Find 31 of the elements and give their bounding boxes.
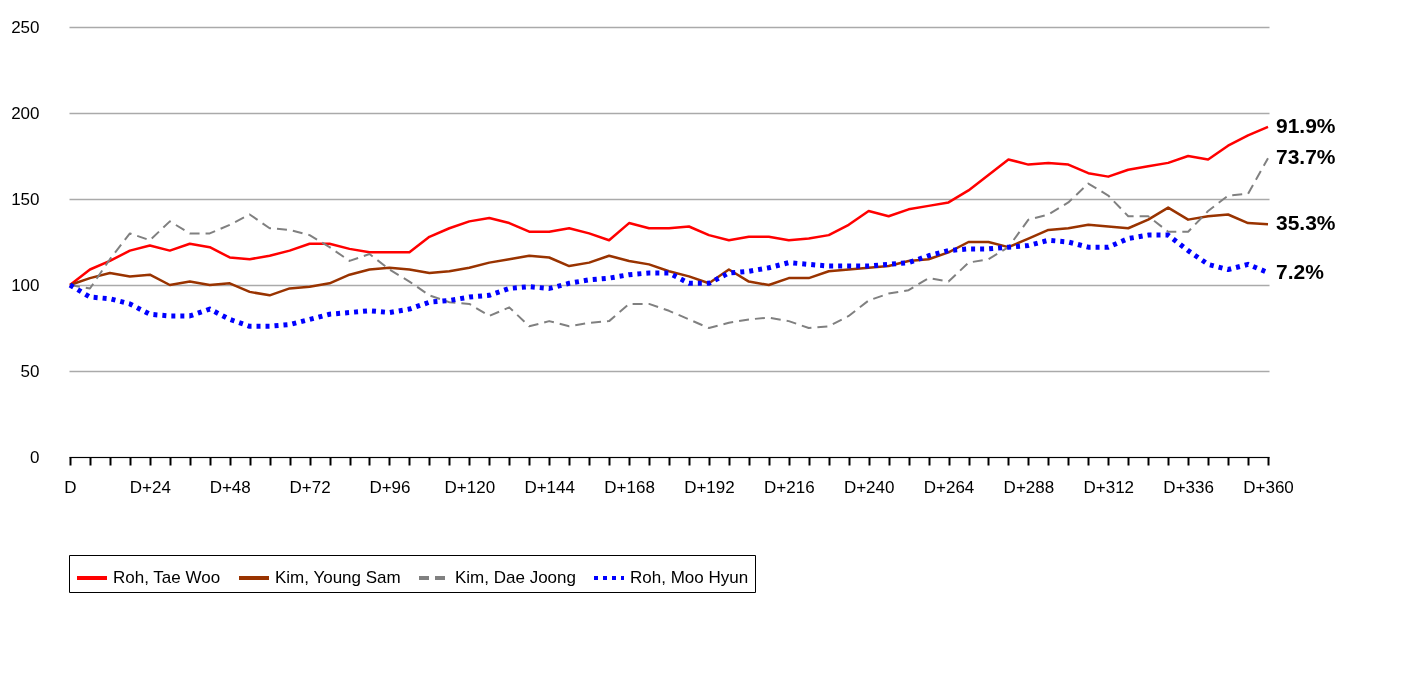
x-tick-label: D+216	[764, 477, 815, 497]
x-tick-label: D+48	[209, 477, 251, 497]
x-tick-label: D+24	[129, 477, 171, 497]
legend-label: Roh, Moo Hyun	[630, 568, 749, 587]
x-tick-label: D+144	[524, 477, 575, 497]
legend-label: Kim, Dae Joong	[455, 568, 576, 587]
x-tick-label: D+120	[444, 477, 496, 497]
x-tick-label: D+192	[684, 477, 735, 497]
x-tick-label: D+96	[369, 477, 411, 497]
y-tick-label: 200	[11, 103, 40, 123]
annotation: 35.3%	[1276, 211, 1336, 235]
x-tick-label: D+240	[843, 477, 895, 497]
x-tick-label: D+72	[289, 477, 331, 497]
legend-label: Kim, Young Sam	[275, 568, 401, 587]
x-tick-label: D+336	[1163, 477, 1214, 497]
x-tick-label: D+264	[923, 477, 975, 497]
x-tick-label: D+168	[604, 477, 655, 497]
x-tick-label: D+360	[1243, 477, 1294, 497]
line-series	[68, 206, 1270, 297]
y-tick-label: 0	[30, 447, 40, 467]
annotation: 91.9%	[1276, 113, 1336, 137]
y-tick-label: 100	[11, 275, 40, 295]
y-tick-label: 250	[11, 17, 40, 37]
annotation: 73.7%	[1276, 145, 1336, 169]
y-tick-label: 150	[11, 189, 40, 209]
x-tick-label: D+288	[1003, 477, 1055, 497]
annotation: 7.2%	[1276, 259, 1325, 283]
y-tick-label: 50	[20, 361, 40, 381]
x-tick-label: D+312	[1083, 477, 1135, 497]
x-tick-label: D	[64, 477, 77, 497]
legend-label: Roh, Tae Woo	[113, 568, 221, 587]
